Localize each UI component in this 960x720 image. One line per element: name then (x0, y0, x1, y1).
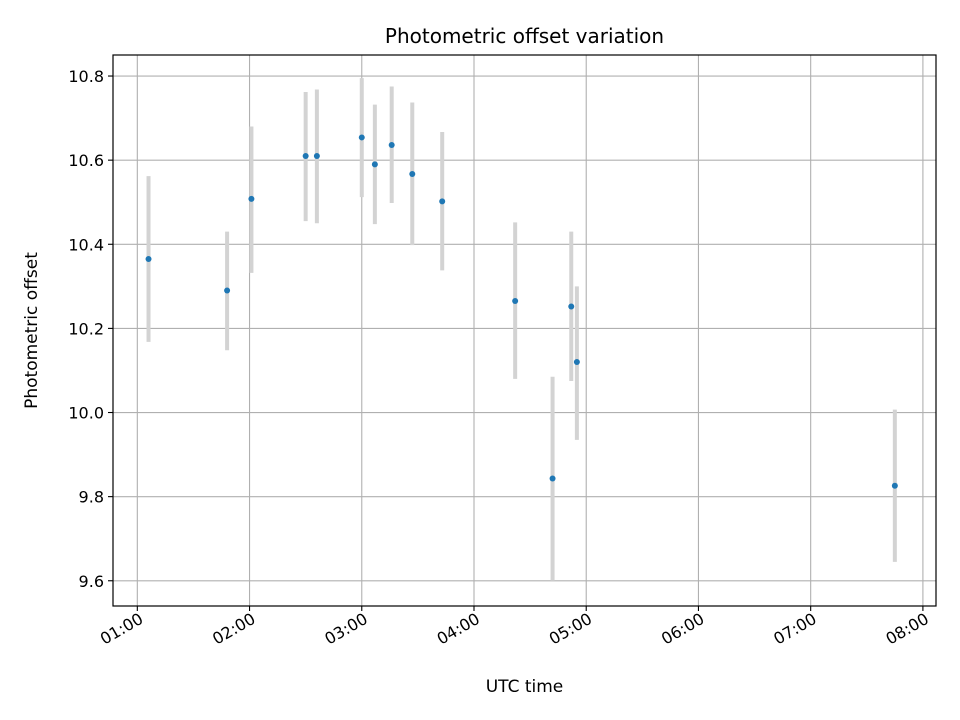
data-point (573, 359, 580, 366)
y-tick-label: 9.8 (79, 488, 104, 507)
y-tick-label: 10.2 (68, 319, 104, 338)
data-point (409, 171, 416, 178)
y-tick-label: 10.4 (68, 235, 104, 254)
data-point (248, 195, 255, 202)
grid (113, 55, 936, 606)
y-tick-label: 9.6 (79, 572, 104, 591)
data-points (145, 134, 898, 489)
data-point (313, 152, 320, 159)
data-point (439, 198, 446, 205)
data-point (549, 475, 556, 482)
y-tick-label: 10.6 (68, 151, 104, 170)
data-point (145, 255, 152, 262)
x-axis-label: UTC time (486, 677, 564, 697)
data-point (891, 482, 898, 489)
data-point (302, 152, 309, 159)
y-axis-ticks: 9.6 9.8 10.0 10.2 10.4 10.6 10.8 (68, 67, 113, 591)
data-point (358, 134, 365, 141)
data-point (371, 161, 378, 168)
chart-title: Photometric offset variation (385, 24, 664, 48)
data-point (568, 303, 575, 310)
y-tick-label: 10.0 (68, 404, 104, 423)
plot-frame (112, 54, 937, 607)
data-point (512, 298, 519, 305)
y-axis-label: Photometric offset (22, 252, 42, 409)
data-point (224, 287, 231, 294)
y-tick-label: 10.8 (68, 67, 104, 86)
data-point (388, 142, 395, 149)
